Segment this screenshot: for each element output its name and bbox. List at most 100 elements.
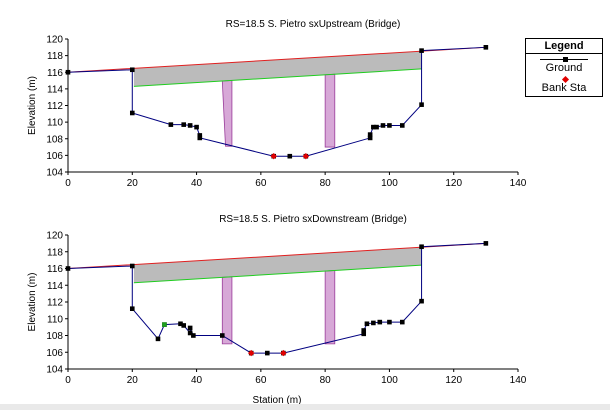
- x-tick-label: 120: [445, 178, 462, 189]
- ground-point: [399, 319, 405, 325]
- x-tick-label: 100: [381, 375, 398, 386]
- ground-point: [187, 325, 193, 331]
- y-axis-label: Elevation (m): [27, 76, 38, 135]
- ground-point: [419, 244, 424, 250]
- y-tick-label: 104: [46, 168, 63, 179]
- y-tick-label: 110: [47, 118, 63, 129]
- ground-point: [181, 323, 187, 328]
- ground-point: [178, 321, 183, 327]
- ground-point: [194, 124, 199, 130]
- ground-point: [387, 319, 392, 325]
- x-tick-label: 120: [445, 375, 462, 386]
- ground-point: [361, 328, 367, 333]
- downstream-chart: RS=18.5 S. Pietro sxDownstream (Bridge) 1…: [27, 214, 527, 406]
- ground-point: [419, 48, 424, 53]
- y-tick-label: 104: [46, 365, 63, 376]
- low-chord-line: [133, 68, 422, 87]
- ground-point: [399, 123, 405, 128]
- ground-square-icon: [563, 57, 568, 62]
- legend-label-ground: Ground: [545, 62, 583, 74]
- y-tick-label: 110: [47, 314, 63, 325]
- legend: Legend Ground Bank Sta: [525, 38, 603, 97]
- ground-point: [197, 135, 203, 141]
- y-tick-label: 120: [46, 231, 63, 242]
- y-tick-label: 120: [46, 35, 63, 46]
- bank-station-point: [280, 349, 287, 357]
- ground-point: [371, 320, 376, 326]
- x-tick-label: 20: [127, 178, 139, 189]
- bank-station-point: [302, 153, 310, 160]
- ground-point: [187, 123, 193, 128]
- ground-point: [419, 298, 424, 304]
- ground-point: [380, 123, 386, 128]
- chart-title: RS=18.5 S. Pietro sxUpstream (Bridge): [226, 19, 401, 30]
- y-tick-label: 114: [47, 281, 63, 292]
- y-tick-label: 116: [47, 264, 63, 275]
- bridge-pier: [324, 270, 336, 345]
- ground-point: [187, 330, 193, 336]
- ground-point: [129, 263, 135, 269]
- ground-point: [129, 306, 135, 311]
- y-tick-label: 108: [46, 331, 63, 342]
- high-chord-line: [67, 46, 486, 73]
- x-tick-label: 20: [127, 375, 139, 386]
- ground-point: [191, 333, 196, 338]
- legend-item-bank-sta: Bank Sta: [526, 74, 602, 94]
- ground-point: [168, 122, 174, 127]
- ground-point: [374, 124, 379, 130]
- y-tick-label: 114: [47, 84, 63, 95]
- ground-point: [287, 153, 293, 159]
- x-tick-label: 0: [65, 178, 71, 189]
- bottom-scroll-strip: [0, 404, 610, 410]
- ground-point: [129, 67, 135, 73]
- extra-point: [162, 322, 167, 327]
- legend-label-bank-sta: Bank Sta: [541, 82, 587, 94]
- y-tick-label: 106: [46, 151, 63, 162]
- x-axis-label: Station (m): [253, 395, 302, 406]
- ground-point: [367, 132, 373, 137]
- ground-point: [377, 319, 383, 325]
- ground-point: [364, 321, 370, 327]
- ground-point: [361, 331, 367, 337]
- y-tick-label: 108: [46, 134, 63, 145]
- y-tick-label: 118: [47, 247, 63, 258]
- x-tick-label: 0: [65, 375, 71, 386]
- x-tick-label: 60: [255, 375, 267, 386]
- high-chord-line: [67, 242, 486, 269]
- bank-station-point: [248, 349, 255, 357]
- bridge-deck: [133, 51, 422, 87]
- ground-point: [129, 110, 135, 116]
- ground-point: [371, 124, 376, 130]
- chart-title: RS=18.5 S. Pietro sxDownstream (Bridge): [219, 214, 407, 225]
- ground-point: [197, 133, 203, 138]
- y-tick-label: 116: [47, 68, 63, 79]
- ground-point: [181, 122, 187, 127]
- ground-point: [155, 336, 161, 342]
- ground-line: [67, 46, 486, 157]
- bridge-pier: [324, 73, 336, 148]
- ground-point: [483, 45, 489, 50]
- y-axis-label: Elevation (m): [27, 273, 38, 332]
- low-chord-line: [133, 264, 422, 284]
- ground-point: [419, 102, 424, 107]
- ground-point: [367, 135, 373, 141]
- bank-station-point: [270, 153, 277, 160]
- y-tick-label: 112: [47, 298, 63, 309]
- bridge-pier: [221, 80, 233, 147]
- x-tick-label: 60: [255, 178, 267, 189]
- y-tick-label: 118: [47, 51, 63, 62]
- x-tick-label: 80: [320, 375, 332, 386]
- ground-point: [264, 350, 270, 356]
- x-tick-label: 40: [191, 375, 203, 386]
- bridge-deck: [133, 247, 422, 283]
- x-tick-label: 40: [191, 178, 203, 189]
- y-tick-label: 112: [47, 101, 63, 112]
- x-tick-label: 140: [510, 375, 527, 386]
- upstream-chart: RS=18.5 S. Pietro sxUpstream (Bridge) 104…: [27, 19, 527, 189]
- legend-title: Legend: [526, 39, 602, 54]
- x-tick-label: 140: [510, 178, 527, 189]
- ground-point: [483, 241, 489, 246]
- x-tick-label: 80: [320, 178, 332, 189]
- ground-point: [219, 333, 225, 338]
